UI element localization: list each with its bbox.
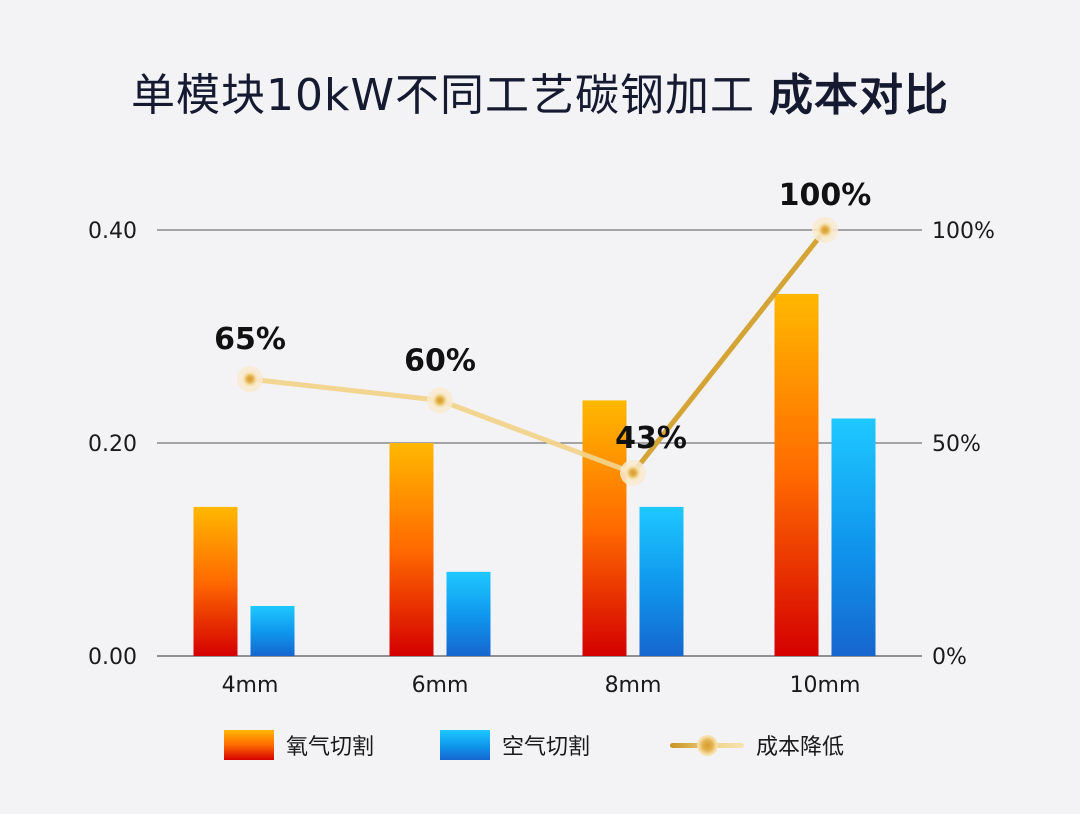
- line-data-label: 60%: [404, 343, 476, 378]
- line-point: [242, 371, 258, 388]
- bar-oxygen: [774, 293, 819, 656]
- legend-item-line: 成本降低: [670, 725, 844, 765]
- line-point: [817, 222, 833, 238]
- legend-label-oxygen: 氧气切割: [286, 735, 375, 760]
- legend-label-air: 空气切割: [502, 735, 591, 760]
- bar-oxygen: [582, 400, 627, 656]
- bar-air: [831, 418, 876, 656]
- bar-air: [446, 571, 491, 656]
- chart-title-strong: 成本对比: [768, 70, 949, 121]
- legend-swatch-air: [440, 730, 490, 760]
- y-right-tick-label: 100%: [932, 219, 995, 244]
- x-tick-label: 4mm: [222, 673, 279, 698]
- x-tick-label: 8mm: [605, 673, 662, 698]
- legend-item-air: 空气切割: [440, 725, 590, 765]
- legend-swatch-oxygen: [224, 730, 274, 760]
- line-data-label: 100%: [779, 178, 872, 213]
- chart-title: 单模块10kW不同工艺碳钢加工 成本对比: [0, 66, 1080, 126]
- line-point: [432, 392, 448, 409]
- bar-oxygen: [389, 443, 434, 656]
- x-tick-label: 10mm: [790, 673, 861, 698]
- y-right-tick-label: 0%: [932, 645, 967, 670]
- bar-oxygen: [193, 506, 238, 656]
- x-tick-label: 6mm: [412, 673, 469, 698]
- legend-label-line: 成本降低: [756, 735, 845, 760]
- legend-line-swatch: [670, 730, 744, 760]
- y-left-tick-label: 0.00: [88, 645, 137, 670]
- line-series-glow: [247, 227, 828, 476]
- chart-title-main: 单模块10kW不同工艺碳钢加工: [131, 70, 755, 121]
- bar-air: [250, 605, 295, 656]
- line-series-segment: [630, 227, 828, 476]
- y-left-tick-label: 0.40: [88, 219, 137, 244]
- y-left-tick-label: 0.20: [88, 432, 137, 457]
- line-data-label: 43%: [615, 421, 687, 456]
- bar-air: [639, 506, 684, 656]
- chart-legend: 氧气切割 空气切割 成本降低: [0, 725, 1080, 765]
- line-data-label: 65%: [214, 322, 286, 357]
- y-right-tick-label: 50%: [932, 432, 981, 457]
- line-point: [625, 464, 641, 481]
- legend-item-oxygen: 氧气切割: [224, 725, 374, 765]
